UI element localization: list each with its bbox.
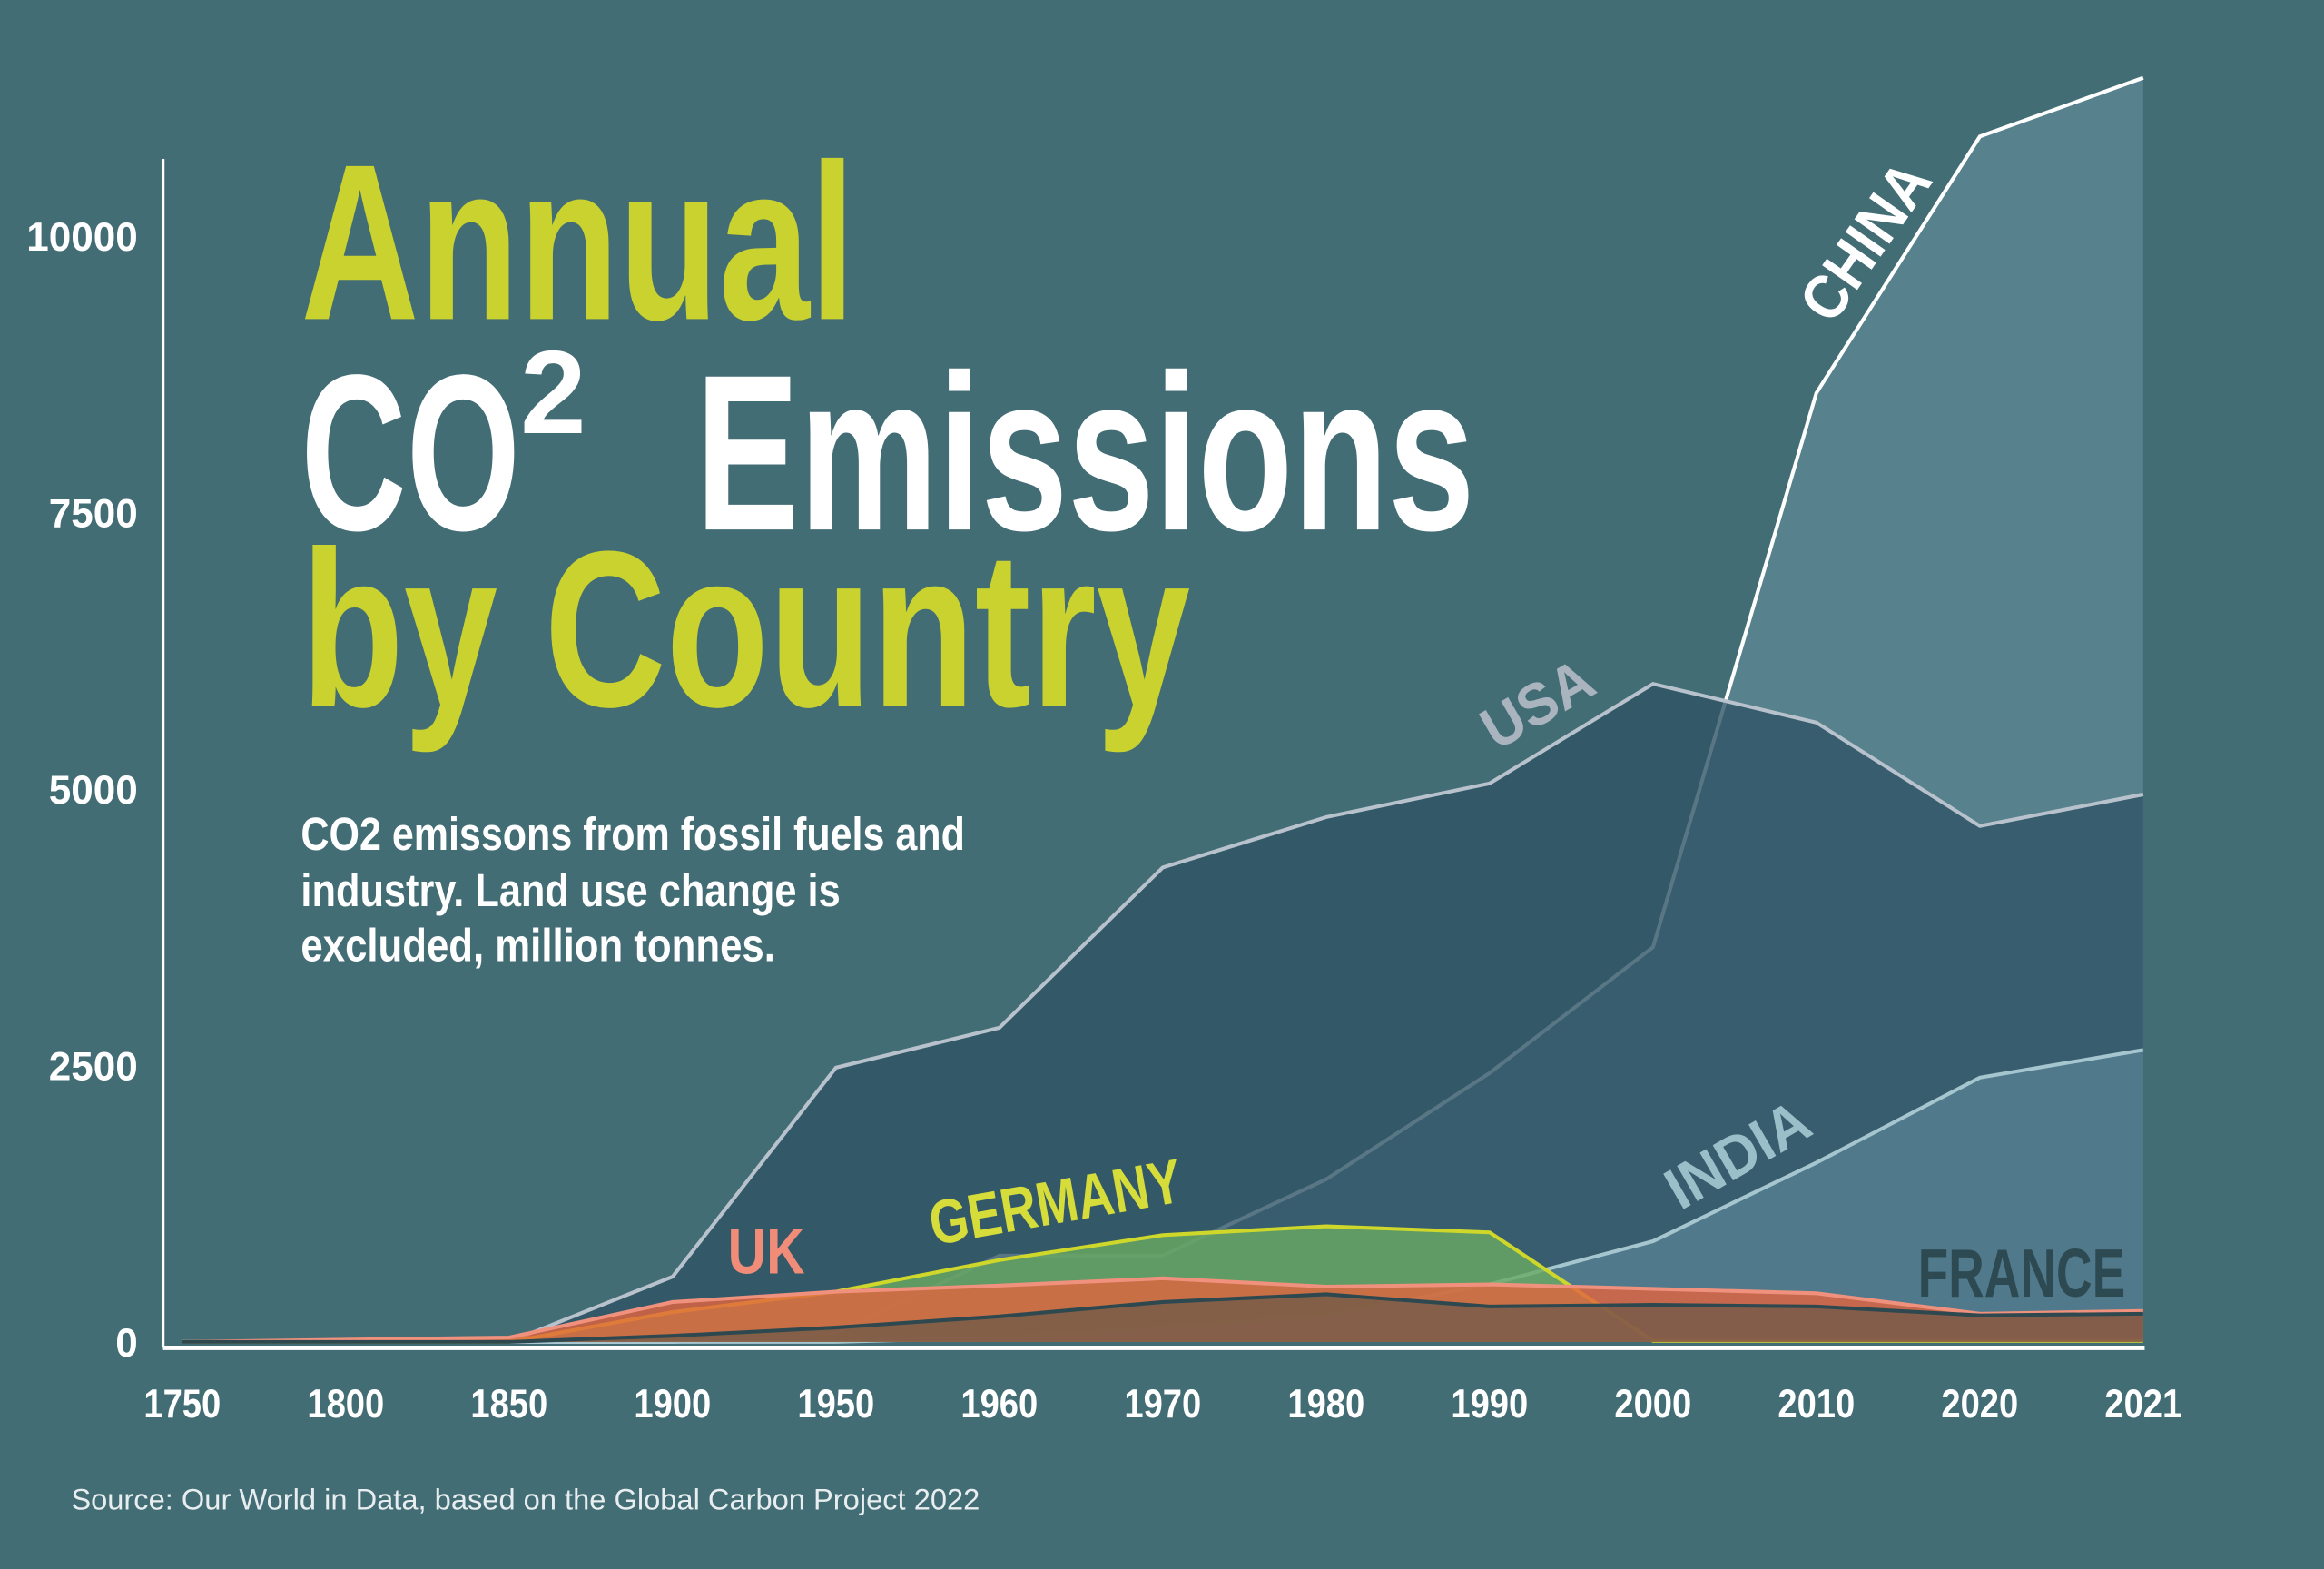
title-emissions: Emissions [652, 328, 1474, 577]
x-tick-label: 1850 [470, 1382, 547, 1426]
y-tick-label: 10000 [26, 215, 138, 260]
x-tick-label: 1980 [1287, 1382, 1364, 1426]
x-tick-label: 2010 [1777, 1382, 1855, 1426]
usa-area [182, 684, 2143, 1342]
y-tick-label: 5000 [49, 768, 138, 813]
y-tick-label: 0 [115, 1321, 138, 1366]
subtitle-line-3: excluded, million tonnes. [300, 919, 774, 971]
title-line-3: by Country [300, 504, 1190, 753]
subtitle-line-2: industry. Land use change is [300, 864, 840, 916]
y-tick-labels: 10000 7500 5000 2500 0 [26, 215, 138, 1366]
x-tick-label: 2020 [1941, 1382, 2018, 1426]
x-tick-labels: 1750 1800 1850 1900 1950 1960 1970 1980 1990 2000… [143, 1382, 2181, 1426]
x-tick-label: 1750 [143, 1382, 221, 1426]
title-line-2: CO2 Emissions [300, 326, 1474, 577]
x-tick-label: 1800 [307, 1382, 384, 1426]
title-superscript-2: 2 [520, 326, 586, 459]
x-tick-label: 1990 [1451, 1382, 1528, 1426]
x-tick-label: 1900 [634, 1382, 711, 1426]
title-line-1: Annual [300, 117, 855, 366]
source-note: Source: Our World in Data, based on the … [71, 1482, 980, 1515]
x-tick-label: 1970 [1124, 1382, 1201, 1426]
y-tick-label: 7500 [49, 492, 138, 537]
x-tick-label: 1960 [960, 1382, 1038, 1426]
x-tick-label: 1950 [797, 1382, 874, 1426]
title-co: CO [300, 328, 520, 577]
y-tick-label: 2500 [49, 1045, 138, 1090]
india-area [182, 1050, 2143, 1342]
x-tick-label: 2021 [2104, 1382, 2181, 1426]
subtitle-line-1: CO2 emissons from fossil fuels and [300, 808, 964, 860]
uk-label: UK [728, 1216, 805, 1288]
area-series [182, 75, 2144, 1344]
x-tick-label: 2000 [1614, 1382, 1691, 1426]
france-label: FRANCE [1918, 1235, 2126, 1311]
